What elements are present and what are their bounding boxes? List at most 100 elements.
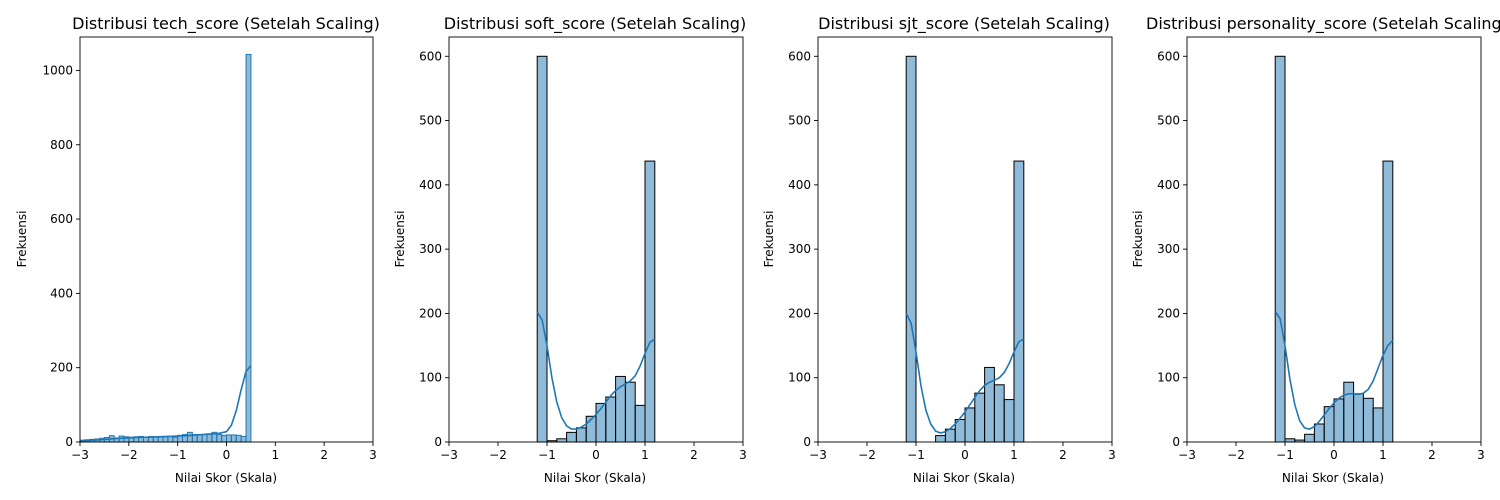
histogram-bar xyxy=(964,407,976,443)
y-tick-label: 300 xyxy=(788,242,811,256)
chart-title: Distribusi sjt_score (Setelah Scaling) xyxy=(818,14,1110,34)
x-tick-label: −2 xyxy=(489,448,507,462)
y-tick-label: 0 xyxy=(803,435,811,449)
x-axis-ticks: −3 −2 −1 0 1 2 3 xyxy=(440,442,747,462)
y-axis-label: Frekuensi xyxy=(15,211,29,268)
histogram-bar xyxy=(634,404,646,443)
y-tick-label: 0 xyxy=(65,435,73,449)
x-tick-label: −2 xyxy=(858,448,876,462)
histogram-bar xyxy=(624,381,636,443)
y-axis-ticks: 0 100 200 300 400 500 600 xyxy=(788,49,818,449)
y-tick-label: 500 xyxy=(788,114,811,128)
y-tick-label: 600 xyxy=(50,212,73,226)
x-axis-label: Nilai Skor (Skala) xyxy=(913,471,1015,485)
chart-title: Distribusi personality_score (Setelah Sc… xyxy=(1146,14,1500,34)
y-axis-label: Frekuensi xyxy=(393,211,407,268)
chart-title: Distribusi tech_score (Setelah Scaling) xyxy=(72,14,380,34)
histogram-bar xyxy=(1353,393,1364,443)
histogram-bar xyxy=(245,53,252,443)
histogram-bar xyxy=(575,427,587,443)
x-axis-ticks: −3 −2 −1 0 1 2 3 xyxy=(71,442,377,462)
y-tick-label: 300 xyxy=(1157,242,1180,256)
histogram-bar xyxy=(186,431,193,443)
histogram-bar xyxy=(644,160,656,443)
y-axis-ticks: 0 100 200 300 400 500 600 xyxy=(419,49,449,449)
y-tick-label: 600 xyxy=(1157,49,1180,63)
histogram-bar xyxy=(1343,381,1355,443)
histogram-bar xyxy=(1013,160,1025,443)
y-tick-label: 200 xyxy=(50,361,73,375)
y-tick-label: 600 xyxy=(788,49,811,63)
x-tick-label: −2 xyxy=(1227,448,1245,462)
x-tick-label: 0 xyxy=(1330,448,1338,462)
x-tick-label: −3 xyxy=(440,448,458,462)
histogram-bar xyxy=(993,384,1005,443)
x-tick-label: 1 xyxy=(641,448,649,462)
histogram-bar xyxy=(230,434,237,443)
y-tick-label: 200 xyxy=(1157,306,1180,320)
x-tick-label: 3 xyxy=(739,448,747,462)
y-tick-label: 500 xyxy=(1157,114,1180,128)
histogram-bar xyxy=(221,434,228,443)
x-tick-label: 1 xyxy=(272,448,280,462)
panel-soft-score: Distribusi soft_score (Setelah Scaling) … xyxy=(393,14,747,485)
x-tick-label: −3 xyxy=(71,448,89,462)
histogram-bar xyxy=(1382,160,1394,443)
x-tick-label: −1 xyxy=(538,448,556,462)
x-tick-label: −3 xyxy=(809,448,827,462)
histogram-bar xyxy=(1372,407,1384,443)
y-tick-label: 600 xyxy=(419,49,442,63)
x-tick-label: −1 xyxy=(169,448,187,462)
histogram-bar xyxy=(226,434,232,443)
histogram-bar xyxy=(162,436,169,443)
histogram-bar xyxy=(206,433,213,443)
histogram-bar xyxy=(536,55,548,443)
histogram-bar xyxy=(566,431,577,443)
kde-curve xyxy=(79,365,252,442)
histogram-bar xyxy=(1333,398,1345,443)
x-tick-label: 2 xyxy=(320,448,328,462)
y-tick-label: 0 xyxy=(434,435,442,449)
x-axis-ticks: −3 −2 −1 0 1 2 3 xyxy=(1178,442,1485,462)
panel-tech-score: Distribusi tech_score (Setelah Scaling) … xyxy=(15,14,380,485)
histogram-bar xyxy=(172,436,179,443)
y-tick-label: 100 xyxy=(1157,371,1180,385)
histogram-bar xyxy=(1362,397,1374,443)
histogram-bars xyxy=(905,55,1025,443)
chart-title: Distribusi soft_score (Setelah Scaling) xyxy=(444,14,746,34)
y-tick-label: 300 xyxy=(419,242,442,256)
x-axis-ticks: −3 −2 −1 0 1 2 3 xyxy=(809,442,1116,462)
y-tick-label: 800 xyxy=(50,138,73,152)
y-axis-ticks: 0 100 200 300 400 500 600 xyxy=(1157,49,1187,449)
histogram-bar xyxy=(974,392,986,443)
kde-curve xyxy=(536,311,656,430)
x-axis-label: Nilai Skor (Skala) xyxy=(544,471,646,485)
x-tick-label: 3 xyxy=(369,448,377,462)
x-tick-label: 0 xyxy=(592,448,600,462)
histogram-bar xyxy=(905,55,917,443)
x-tick-label: −2 xyxy=(120,448,138,462)
y-tick-label: 500 xyxy=(419,114,442,128)
histogram-bar xyxy=(240,435,247,443)
histogram-bar xyxy=(556,438,568,443)
y-tick-label: 400 xyxy=(1157,178,1180,192)
histogram-bar xyxy=(1313,423,1325,443)
histogram-bar xyxy=(605,396,617,443)
y-tick-label: 400 xyxy=(50,286,73,300)
panel-sjt-score: Distribusi sjt_score (Setelah Scaling) N… xyxy=(762,14,1116,485)
kde-curve xyxy=(1274,311,1394,430)
y-tick-label: 1000 xyxy=(42,63,73,77)
y-axis-label: Frekuensi xyxy=(1131,211,1145,268)
y-axis-label: Frekuensi xyxy=(762,211,776,268)
histogram-bar xyxy=(1274,55,1286,443)
histogram-bar xyxy=(1284,438,1296,443)
x-tick-label: 2 xyxy=(1059,448,1067,462)
x-tick-label: 2 xyxy=(690,448,698,462)
histogram-bar xyxy=(196,434,203,443)
histogram-bar xyxy=(201,434,208,443)
x-tick-label: 3 xyxy=(1477,448,1485,462)
y-tick-label: 100 xyxy=(419,371,442,385)
panel-personality-score: Distribusi personality_score (Setelah Sc… xyxy=(1131,14,1500,485)
x-tick-label: −1 xyxy=(1276,448,1294,462)
